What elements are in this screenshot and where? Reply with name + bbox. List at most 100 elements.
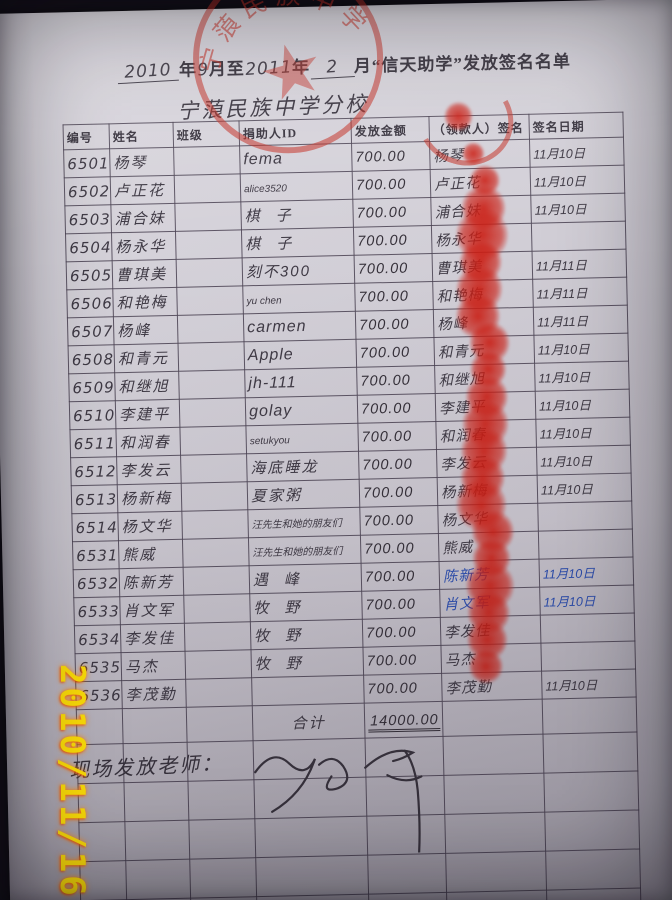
cell-signature: 和润春 (435, 419, 537, 450)
cell-signature-text: 李发云 (439, 455, 488, 474)
cell-name: 杨峰 (113, 315, 179, 345)
cell-donor: 汪先生和她的朋友们 (247, 507, 361, 538)
cell-class (180, 453, 248, 484)
cell-name-text: 杨新梅 (120, 489, 173, 509)
cell-amount-text: 700.00 (357, 232, 408, 250)
cell-amount: 700.00 (353, 225, 433, 256)
cell-name: 和艳梅 (112, 287, 178, 317)
cell-date-text: 11月10日 (542, 566, 595, 582)
cell-name: 陈新芳 (119, 567, 184, 597)
cell-donor: 牧野 (249, 591, 363, 622)
cell-amount: 700.00 (356, 365, 436, 396)
cell-name-text: 杨琴 (113, 154, 148, 173)
cell-date: 11月10日 (539, 585, 635, 616)
cell-id: 6502 (64, 176, 111, 206)
cell-signature-text: 李茂勤 (445, 678, 493, 698)
cell-id: 6504 (65, 232, 113, 262)
cell-name-text: 肖文军 (123, 601, 175, 621)
cell-id: 6532 (73, 568, 120, 598)
empty-cell (367, 853, 447, 895)
cell-id: 6513 (71, 484, 118, 514)
cell-id-text: 6502 (67, 181, 111, 201)
cell-signature: 李发佳 (440, 615, 541, 646)
cell-amount: 700.00 (352, 197, 432, 228)
cell-id: 6501 (63, 148, 111, 178)
school-seal-stamp-icon: 宁蒗民族中学 ★ (179, 0, 384, 154)
cell-date (542, 697, 637, 735)
cell-date (531, 221, 626, 252)
cell-amount: 700.00 (358, 449, 438, 480)
cell-donor: jh-111 (244, 367, 358, 398)
cell-donor-text: 汪先生和她的朋友们 (251, 518, 342, 532)
cell-date-text: 11月10日 (539, 426, 592, 442)
cell-donor-text: golay (248, 401, 293, 420)
cell-name-text: 熊威 (122, 546, 157, 565)
cell-donor: alice3520 (240, 171, 353, 202)
cell-class (179, 397, 246, 428)
cell-class (174, 201, 242, 232)
cell-class (183, 593, 251, 624)
cell-class (183, 565, 250, 596)
cell-signature: 肖文军 (439, 587, 541, 618)
cell-id-text: 6514 (75, 517, 119, 537)
cell-id-text: 6508 (71, 349, 115, 369)
cell-amount: 700.00 (354, 281, 434, 312)
cell-id-text: 6510 (72, 405, 116, 425)
cell-class (176, 285, 244, 316)
cell-amount-text: 700.00 (357, 260, 409, 278)
cell-amount-text: 700.00 (365, 596, 417, 614)
cell-name-text: 杨峰 (117, 322, 152, 341)
cell-amount: 700.00 (361, 561, 440, 592)
cell-amount-text: 700.00 (355, 148, 406, 166)
cell-signature-text: 马杰 (444, 651, 477, 670)
cell-name: 杨永华 (111, 231, 177, 261)
cell-date-text: 11月10日 (545, 678, 598, 694)
cell-id: 6508 (68, 344, 115, 374)
cell-date: 11月10日 (535, 389, 630, 420)
cell-name-text: 李茂勤 (125, 685, 177, 705)
cell-id-text: 6507 (71, 321, 114, 341)
cell-class (181, 509, 249, 540)
cell-signature: 杨文华 (437, 503, 539, 534)
cell-name-text: 和青元 (117, 350, 170, 369)
cell-donor-text: 牧野 (254, 654, 318, 674)
cell-donor: 海底睡龙 (246, 451, 360, 482)
cell-date: 11月10日 (529, 137, 625, 168)
cell-signature: 杨峰 (433, 307, 534, 338)
cell-date: 11月10日 (530, 165, 625, 196)
cell-class (185, 649, 252, 680)
cell-signature: 和继旭 (434, 363, 536, 394)
cell-date: 11月11日 (532, 277, 628, 308)
cell-signature: 陈新芳 (439, 559, 540, 590)
cell-name: 李发佳 (120, 623, 186, 653)
cell-class (178, 341, 245, 372)
empty-cell (189, 857, 257, 899)
cell-name: 李建平 (115, 399, 180, 429)
cell-id: 6510 (69, 400, 116, 430)
cell-date (537, 501, 633, 532)
empty-cell (368, 892, 448, 900)
cell-id: 6509 (68, 372, 116, 402)
cell-date-text: 11月10日 (534, 202, 587, 218)
col-id: 编号 (63, 123, 110, 150)
cell-donor-text: 遇峰 (252, 570, 316, 590)
cell-name: 杨文华 (117, 511, 183, 541)
cell-date-text: 11月11日 (535, 258, 587, 274)
cell-donor: 刻不300 (242, 255, 355, 286)
cell-signature-text: 和润春 (439, 427, 487, 446)
col-sign-date: 签名日期 (528, 112, 624, 140)
cell-date: 11月10日 (534, 361, 630, 392)
cell-amount-text: 700.00 (356, 204, 408, 222)
cell-name: 和继旭 (114, 371, 180, 401)
cell-signature-text: 曹琪美 (435, 259, 483, 278)
cell-donor: 牧野 (250, 647, 364, 678)
cell-signature-text: 杨永华 (434, 231, 483, 250)
cell-donor: 棋子 (240, 199, 354, 230)
cell-amount-text: 700.00 (355, 176, 407, 194)
teacher-signature-scribble (254, 749, 423, 854)
cell-donor-text: 汪先生和她的朋友们 (252, 546, 343, 560)
cell-signature-text: 杨文华 (441, 511, 489, 530)
cell-id: 6511 (69, 428, 117, 458)
cell-date-text: 11月10日 (538, 398, 592, 414)
cell-name-text: 杨文华 (121, 517, 173, 537)
